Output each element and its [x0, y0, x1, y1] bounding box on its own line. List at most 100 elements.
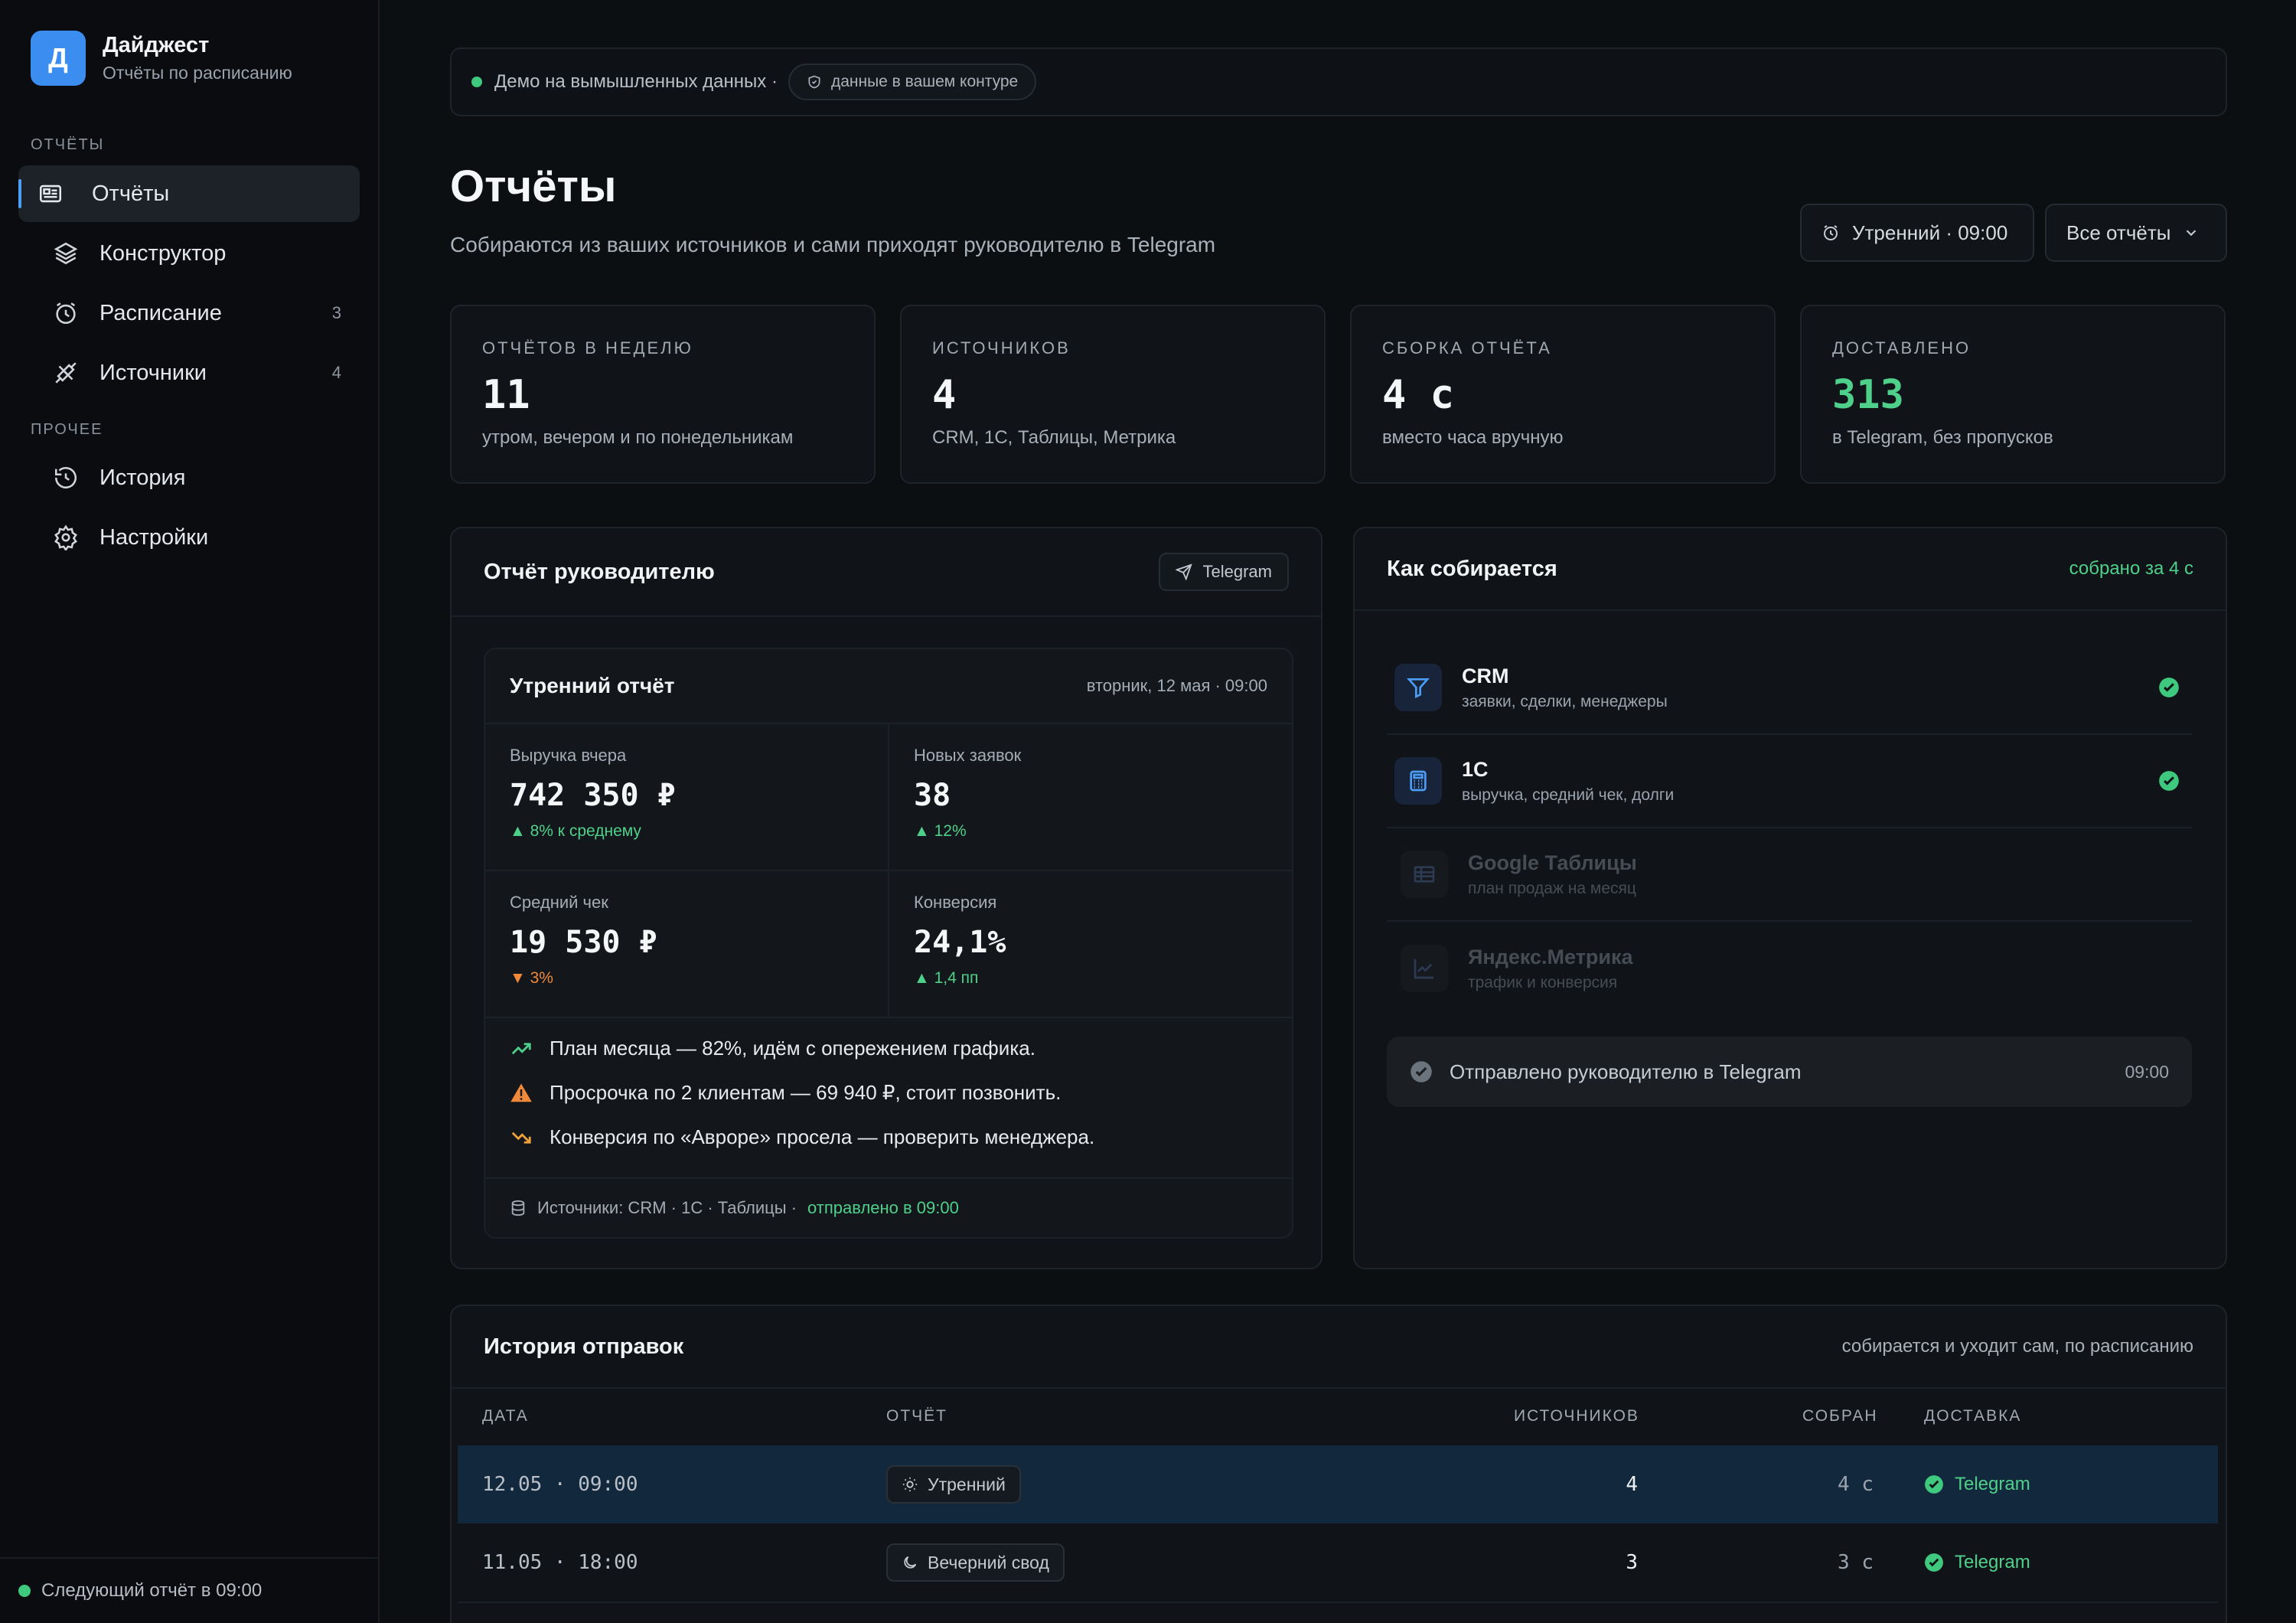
sidebar-item-settings[interactable]: Настройки: [18, 509, 360, 566]
table-row[interactable]: 11.05 · 18:00 Вечерний свод 3 3 с Telegr…: [458, 1523, 2218, 1602]
data-contour-label: данные в вашем контуре: [830, 73, 1019, 90]
stat-note: вместо часа вручную: [1382, 427, 1564, 448]
alarm-clock-icon: [1824, 225, 1838, 240]
sidebar-item-label: Расписание: [99, 300, 222, 325]
page-subtitle: Собираются из ваших источников и сами пр…: [450, 233, 1216, 256]
row-sources: 3: [1626, 1551, 1638, 1574]
stat-card-sources: ИСТОЧНИКОВ 4 CRM, 1С, Таблицы, Метрика: [900, 305, 1326, 484]
report-sent-status: отправлено в 09:00: [807, 1198, 959, 1217]
metric-delta: ▼ 3%: [510, 969, 553, 987]
trend-up-icon: [511, 1042, 531, 1054]
stat-label: ИСТОЧНИКОВ: [932, 338, 1071, 358]
calculator-icon: [1394, 757, 1442, 805]
manager-report-card: Отчёт руководителю Telegram Утренний отч…: [450, 527, 1322, 1269]
report-preview: Утренний отчёт вторник, 12 мая · 09:00 В…: [484, 648, 1293, 1239]
source-name: 1С: [1462, 757, 1489, 781]
metric-delta: ▲ 12%: [914, 822, 967, 840]
metric-value: 38: [914, 778, 951, 813]
insight-item: План месяца — 82%, идём с опережением гр…: [510, 1037, 1035, 1060]
sidebar-item-reports[interactable]: Отчёты: [18, 165, 360, 222]
stat-value: 11: [482, 372, 530, 418]
metric-label: Новых заявок: [914, 746, 1022, 765]
data-contour-badge: данные в вашем контуре: [788, 64, 1037, 100]
card-title: Отчёт руководителю: [484, 559, 715, 584]
source-item-yandex-metrika[interactable]: Яндекс.Метрика трафик и конверсия: [1387, 922, 2192, 1015]
stat-note: в Telegram, без пропусков: [1832, 427, 2053, 448]
check-circle-icon: [2159, 771, 2179, 791]
demo-banner: Демо на вымышленных данных · данные в ва…: [450, 47, 2227, 116]
sidebar-item-label: История: [99, 465, 186, 490]
delivery-channel: Telegram: [1955, 1474, 2030, 1494]
sidebar-item-history[interactable]: История: [18, 449, 360, 506]
metric-new-leads: Новых заявок 38 ▲ 12%: [889, 724, 1293, 871]
check-circle-icon: [2159, 678, 2179, 697]
brand[interactable]: Д Дайджест Отчёты по расписанию: [31, 31, 292, 86]
metric-label: Выручка вчера: [510, 746, 627, 765]
stat-value: 4 с: [1382, 372, 1454, 418]
insight-item: Просрочка по 2 клиентам — 69 940 ₽, стои…: [510, 1081, 1061, 1105]
report-type-label: Утренний: [928, 1474, 1006, 1494]
schedule-button[interactable]: Утренний · 09:00: [1800, 204, 2034, 262]
row-report: Утренний: [886, 1445, 1021, 1523]
card-title: Как собирается: [1387, 556, 1557, 581]
source-description: заявки, сделки, менеджеры: [1462, 692, 1668, 710]
check-circle-icon: [1925, 1553, 1943, 1572]
column-header-sources[interactable]: ИСТОЧНИКОВ: [1514, 1407, 1639, 1425]
row-date: 11.05 · 18:00: [482, 1551, 638, 1574]
plug-icon: [51, 358, 81, 388]
column-header-date[interactable]: ДАТА: [482, 1407, 529, 1425]
newspaper-icon: [35, 178, 66, 209]
report-type-badge: Утренний: [886, 1465, 1021, 1504]
sidebar-item-schedule[interactable]: Расписание 3: [18, 285, 360, 341]
metric-label: Конверсия: [914, 893, 997, 912]
metric-delta: ▲ 1,4 пп: [914, 969, 979, 987]
table-row[interactable]: 12.05 · 09:00 Утренний 4 4 с Telegram: [458, 1445, 2218, 1523]
source-item-1c[interactable]: 1С выручка, средний чек, долги: [1387, 735, 2192, 828]
sent-status-bar: Отправлено руководителю в Telegram 09:00: [1387, 1037, 2192, 1107]
row-date: 12.05 · 09:00: [482, 1473, 638, 1496]
schedule-button-label: Утренний · 09:00: [1852, 220, 2008, 244]
page-title: Отчёты: [450, 162, 617, 211]
stat-label: СБОРКА ОТЧЁТА: [1382, 338, 1552, 358]
metric-value: 19 530 ₽: [510, 925, 657, 960]
insight-text: Просрочка по 2 клиентам — 69 940 ₽, стои…: [550, 1081, 1062, 1104]
report-filter-label: Все отчёты: [2066, 220, 2171, 244]
row-built: 4 с: [1838, 1473, 1874, 1496]
table-icon: [1401, 851, 1448, 898]
sidebar-item-sources[interactable]: Источники 4: [18, 345, 360, 401]
nav-section-reports: ОТЧЁТЫ: [31, 136, 105, 153]
stat-card-build-time: СБОРКА ОТЧЁТА 4 с вместо часа вручную: [1350, 305, 1776, 484]
status-dot: [471, 77, 482, 87]
stat-card-delivered: ДОСТАВЛЕНО 313 в Telegram, без пропусков: [1800, 305, 2226, 484]
report-preview-header: Утренний отчёт вторник, 12 мая · 09:00: [485, 649, 1292, 724]
row-divider: [458, 1602, 2218, 1603]
metric-average-check: Средний чек 19 530 ₽ ▼ 3%: [485, 871, 889, 1018]
check-circle-icon: [1411, 1061, 1432, 1083]
report-sources: Источники: CRM · 1С · Таблицы ·: [537, 1198, 797, 1217]
line-chart-icon: [1401, 945, 1448, 992]
trend-down-icon: [511, 1132, 531, 1144]
report-title: Утренний отчёт: [510, 674, 675, 697]
status-dot: [18, 1585, 31, 1597]
column-header-report[interactable]: ОТЧЁТ: [886, 1407, 948, 1425]
metric-value: 24,1%: [914, 925, 1006, 960]
nav-section-other: ПРОЧЕЕ: [31, 421, 103, 438]
column-header-built[interactable]: СОБРАН: [1802, 1407, 1878, 1425]
pipeline-status: собрано за 4 с: [2069, 558, 2193, 579]
source-item-crm[interactable]: CRM заявки, сделки, менеджеры: [1387, 642, 2192, 735]
demo-banner-text: Демо на вымышленных данных ·: [494, 71, 778, 92]
report-filter-select[interactable]: Все отчёты: [2045, 204, 2227, 262]
insight-item: Конверсия по «Авроре» просела — проверит…: [510, 1125, 1094, 1149]
stat-value: 4: [932, 372, 957, 418]
telegram-channel-chip[interactable]: Telegram: [1158, 553, 1289, 591]
send-icon: [1175, 563, 1192, 580]
funnel-icon: [1394, 664, 1442, 711]
sidebar-item-label: Источники: [99, 360, 207, 385]
column-header-delivery[interactable]: ДОСТАВКА: [1924, 1407, 2022, 1425]
source-item-google-sheets[interactable]: Google Таблицы план продаж на месяц: [1387, 828, 2192, 922]
sidebar-item-constructor[interactable]: Конструктор: [18, 225, 360, 282]
row-report: Вечерний свод: [886, 1523, 1065, 1602]
brand-subtitle: Отчёты по расписанию: [103, 63, 292, 83]
moon-icon: [904, 1556, 917, 1569]
stat-note: утром, вечером и по понедельникам: [482, 427, 794, 448]
